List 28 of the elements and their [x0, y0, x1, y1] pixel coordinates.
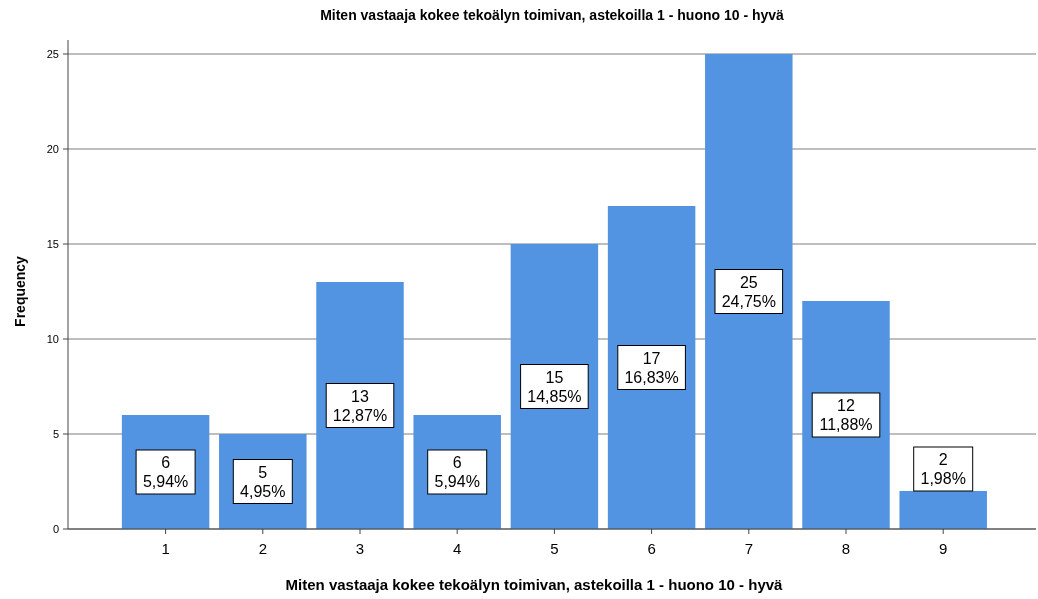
- data-label: 6 5,94%: [434, 454, 480, 490]
- x-tick-label: 2: [258, 540, 267, 557]
- y-tick-label: 0: [52, 523, 59, 535]
- x-tick-label: 1: [161, 540, 170, 557]
- x-tick-label: 4: [453, 540, 462, 557]
- x-tick-label: 9: [939, 540, 948, 557]
- x-tick-label: 3: [355, 540, 365, 557]
- y-tick-label: 10: [46, 333, 59, 345]
- y-axis-title: Frequency: [12, 255, 28, 327]
- data-label: 25 24,75%: [721, 273, 776, 310]
- data-label: 15 14,85%: [527, 368, 582, 405]
- y-tick-label: 15: [46, 238, 59, 250]
- data-label: 5 4,95%: [240, 463, 286, 500]
- data-label: 13 12,87%: [332, 387, 388, 424]
- data-label: 2 1,98%: [920, 451, 966, 487]
- chart-title: Miten vastaaja kokee tekoälyn toimivan, astekoilla 1 - huono 10 - hyvä: [320, 7, 785, 23]
- x-axis-title: Miten vastaaja kokee tekoälyn toimivan, astekoilla 1 - huono 10 - hyvä: [285, 576, 784, 593]
- y-tick-label: 5: [52, 428, 59, 440]
- x-tick-label: 6: [647, 540, 656, 557]
- x-tick-label: 5: [550, 540, 559, 557]
- x-tick-label: 7: [744, 540, 753, 557]
- data-label: 17 16,83%: [624, 349, 679, 386]
- data-label: 12 11,88%: [819, 397, 873, 433]
- y-tick-label: 20: [46, 143, 59, 155]
- data-label: 6 5,94%: [142, 454, 189, 490]
- bar: [705, 54, 793, 529]
- y-tick-label: 25: [46, 48, 59, 60]
- x-tick-label: 8: [841, 540, 851, 557]
